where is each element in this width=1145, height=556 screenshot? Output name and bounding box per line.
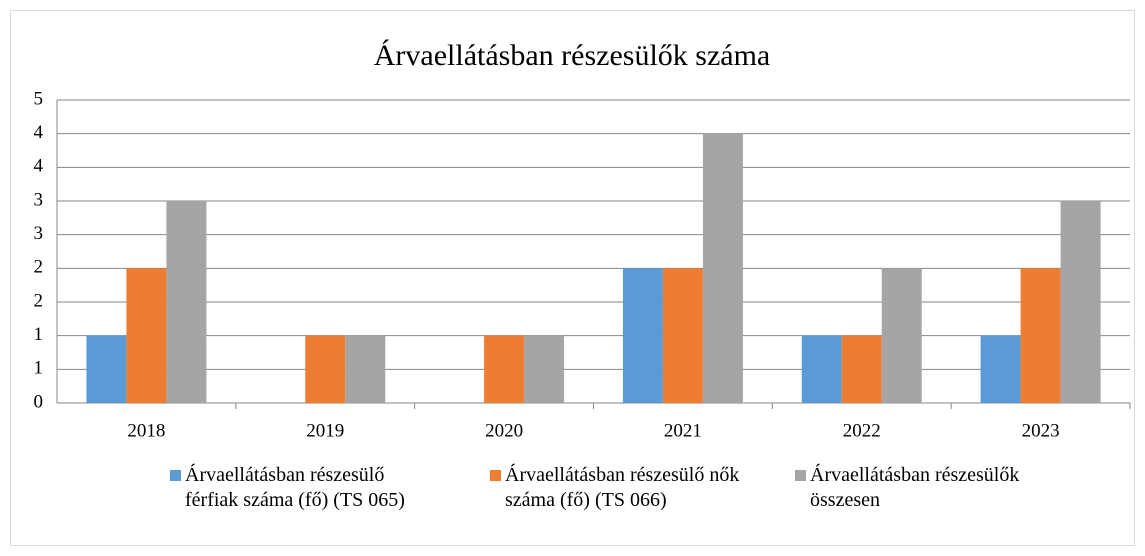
legend-swatch [170, 470, 181, 481]
legend-item: Árvaellátásban részesülő férfiak száma (… [170, 463, 445, 513]
x-tick-label: 2021 [664, 420, 702, 441]
bar [841, 335, 882, 403]
legend-item: Árvaellátásban részesülő nők száma (fő) … [490, 463, 765, 513]
legend-swatch [795, 470, 806, 481]
bar [345, 335, 386, 403]
x-tick-label: 2018 [127, 420, 165, 441]
bar [801, 335, 842, 403]
legend-label: Árvaellátásban részesülők összesen [810, 464, 1020, 511]
legend-item: Árvaellátásban részesülők összesen [795, 463, 1070, 513]
y-tick-label: 2 [34, 290, 44, 311]
y-tick-label: 1 [34, 358, 44, 379]
legend-label: Árvaellátásban részesülő férfiak száma (… [185, 464, 405, 511]
bar [1060, 201, 1101, 403]
bar [662, 268, 703, 403]
y-tick-label: 4 [34, 156, 44, 177]
y-tick-label: 1 [34, 324, 44, 345]
y-tick-label: 4 [34, 122, 44, 143]
x-tick-label: 2022 [843, 420, 881, 441]
chart-border [10, 10, 1135, 546]
bar [524, 335, 565, 403]
y-tick-label: 3 [34, 223, 44, 244]
legend-label: Árvaellátásban részesülő nők száma (fő) … [505, 464, 740, 511]
x-tick-label: 2023 [1022, 420, 1060, 441]
y-tick-label: 2 [34, 257, 44, 278]
bar [622, 268, 663, 403]
y-tick-label: 3 [34, 189, 44, 210]
bar [126, 268, 167, 403]
bar [980, 335, 1021, 403]
chart-title: Árvaellátásban részesülők száma [374, 39, 771, 72]
bar [702, 133, 743, 403]
bar [484, 335, 525, 403]
bar [305, 335, 346, 403]
y-tick-label: 5 [34, 88, 44, 109]
bar [86, 335, 127, 403]
bar [166, 201, 207, 403]
bar [881, 268, 922, 403]
x-tick-label: 2019 [306, 420, 344, 441]
x-tick-label: 2020 [485, 420, 523, 441]
legend-swatch [490, 470, 501, 481]
bar [1020, 268, 1061, 403]
y-tick-label: 0 [34, 391, 44, 412]
